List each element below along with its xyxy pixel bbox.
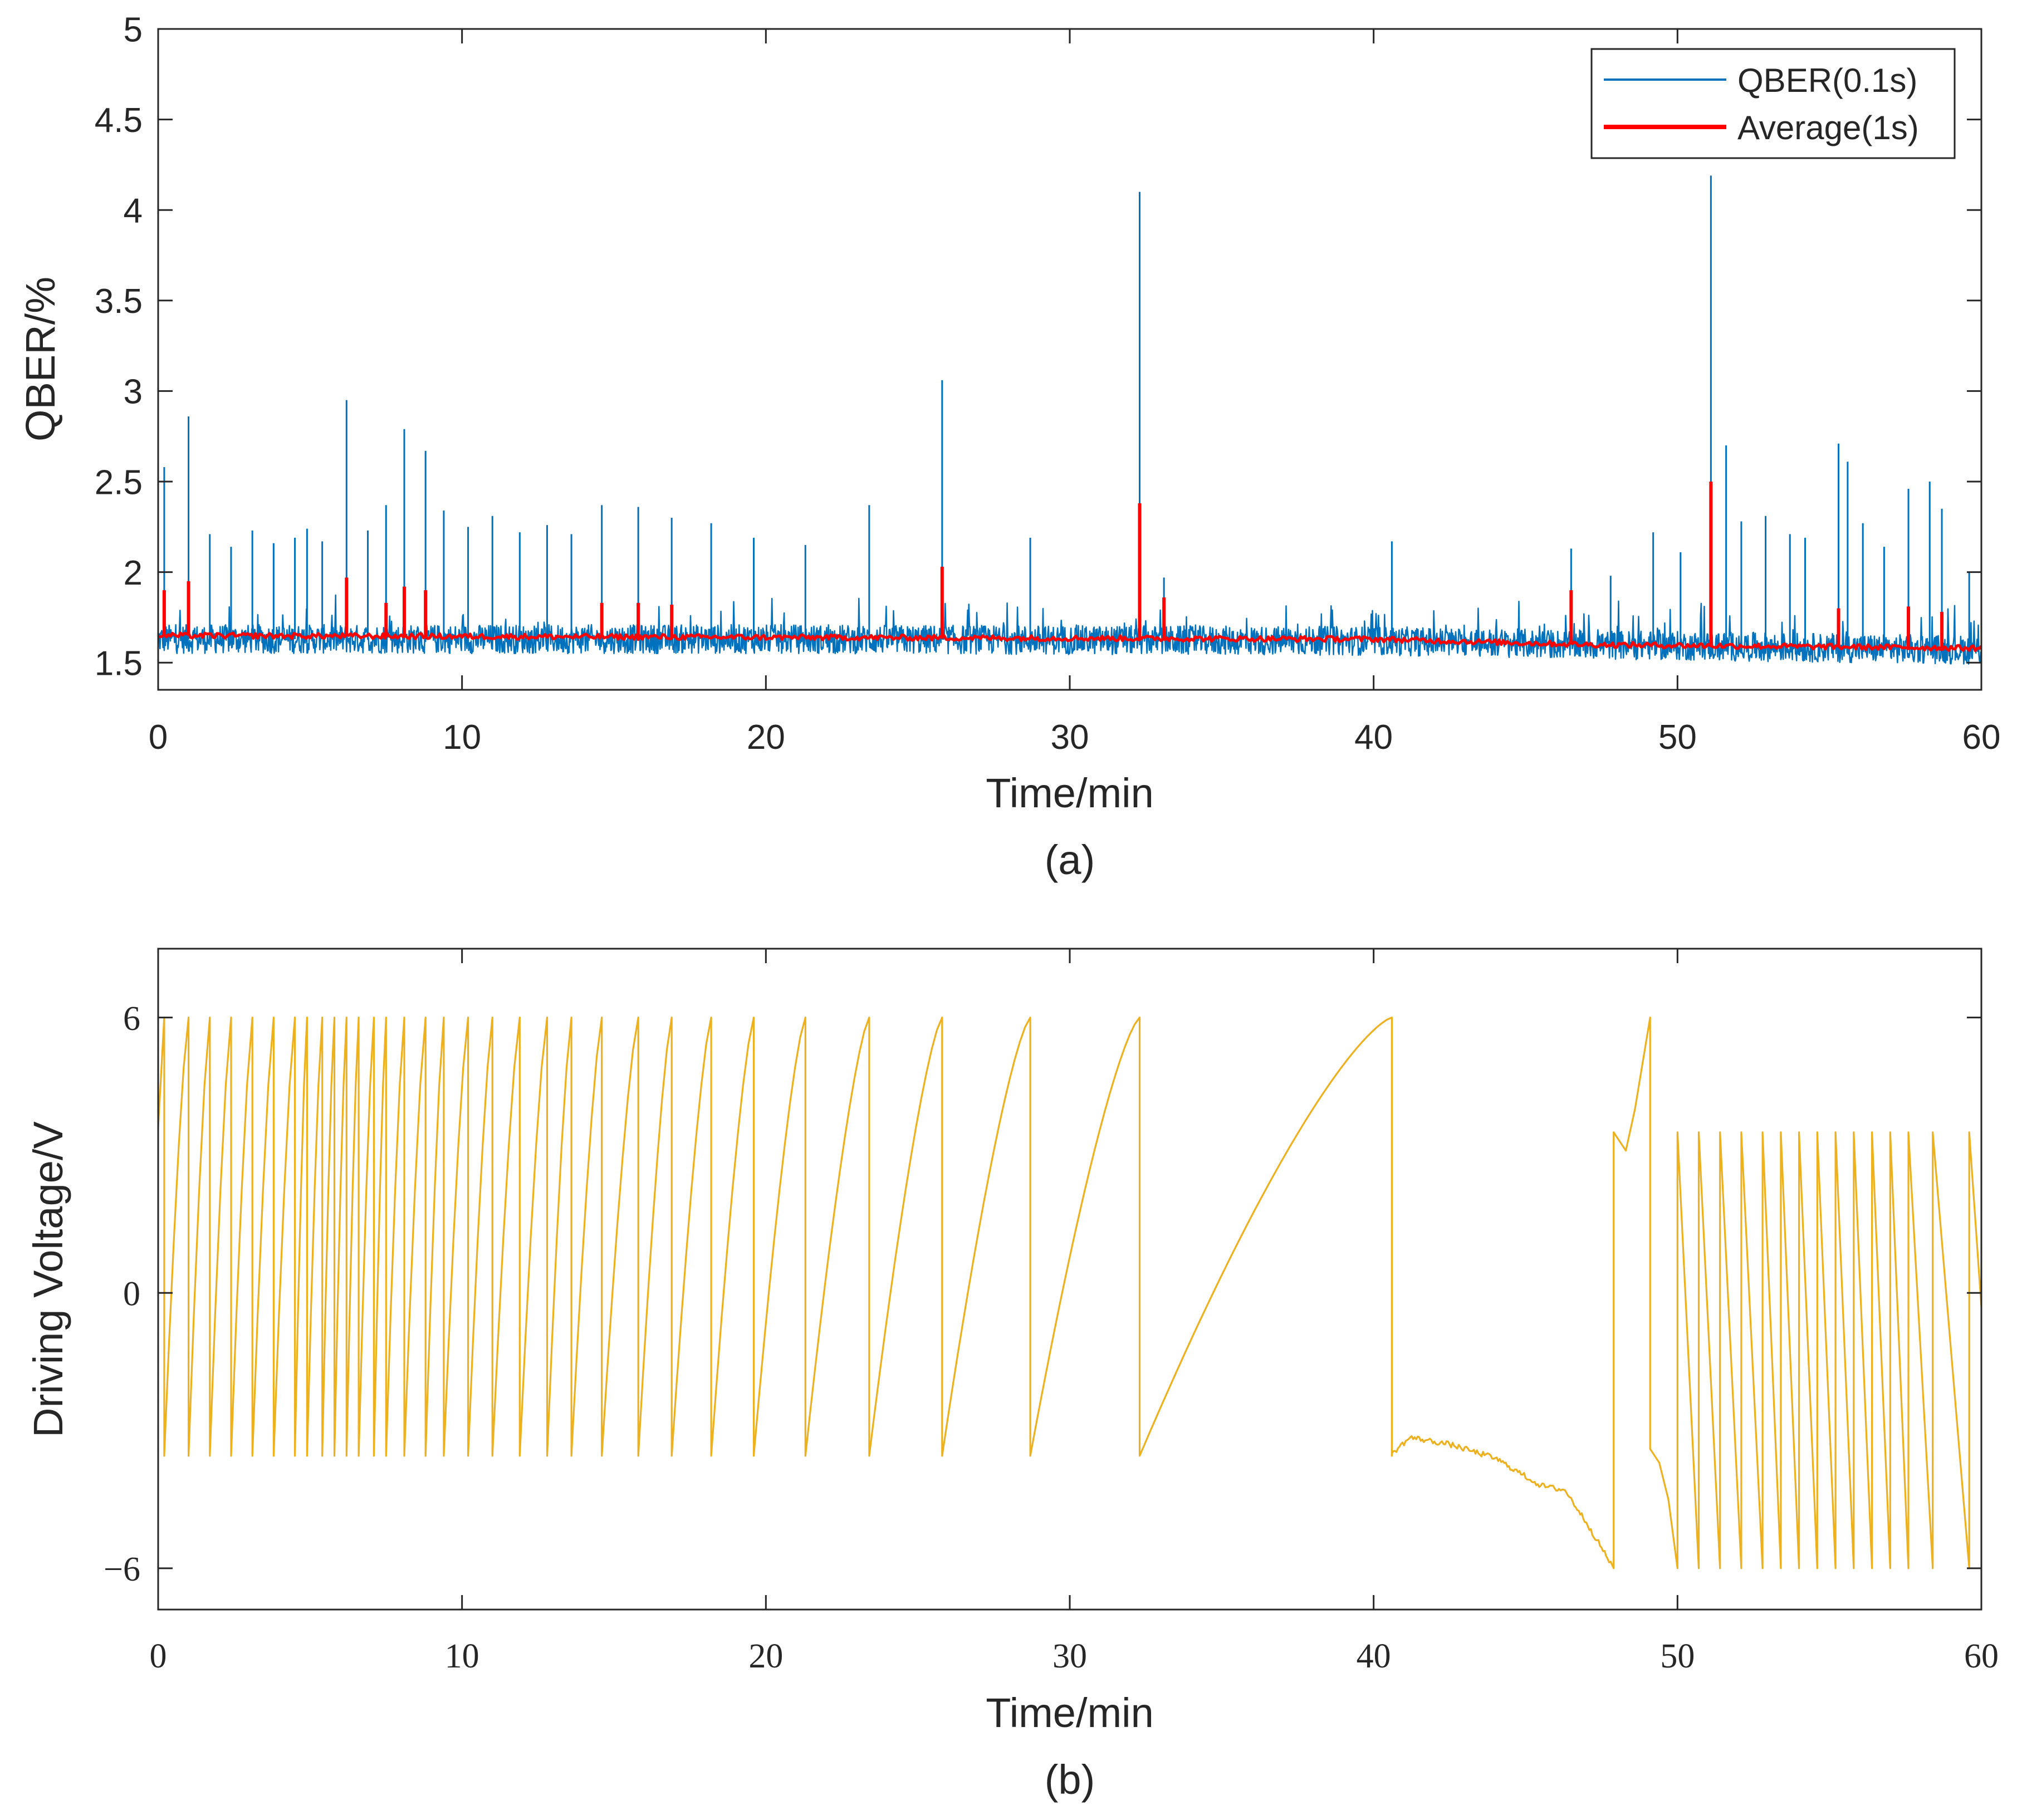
y-tick-label: 2 — [124, 554, 143, 592]
x-tick-label: 10 — [445, 1637, 479, 1675]
x-tick-label: 0 — [150, 1637, 167, 1675]
series-line-qber — [158, 594, 1981, 665]
x-tick-label: 20 — [747, 718, 785, 757]
x-tick-label: 50 — [1660, 1637, 1695, 1675]
x-tick-label: 10 — [443, 718, 481, 757]
voltage-series-group — [158, 1017, 1981, 1569]
legend-label-average: Average(1s) — [1737, 109, 1919, 146]
legend: QBER(0.1s) Average(1s) — [1590, 48, 1956, 159]
x-tick-label: 0 — [149, 718, 168, 757]
y-tick-label: 3.5 — [95, 282, 143, 321]
x-tick-label: 20 — [748, 1637, 783, 1675]
y-tick-label: 2.5 — [95, 463, 143, 502]
x-tick-label: 60 — [1962, 718, 2001, 757]
y-tick-label: 5 — [124, 11, 143, 49]
y-axis-label-a: QBER/% — [17, 277, 63, 441]
x-axis-label-b: Time/min — [986, 1690, 1154, 1736]
x-tick-label: 40 — [1357, 1637, 1391, 1675]
x-tick-label: 50 — [1658, 718, 1697, 757]
legend-label-qber: QBER(0.1s) — [1737, 62, 1917, 99]
y-tick-label: 1.5 — [95, 645, 143, 683]
y-tick-label: −6 — [104, 1551, 140, 1588]
caption-b: (b) — [1045, 1757, 1095, 1803]
y-tick-label: 6 — [123, 1000, 140, 1038]
y-tick-label: 4.5 — [95, 101, 143, 140]
ticks-b: 0 10 20 30 40 50 60 −6 0 6 — [104, 949, 1999, 1675]
legend-box — [1590, 48, 1956, 159]
y-axis-label-b: Driving Voltage/V — [25, 1121, 71, 1438]
x-axis-label-a: Time/min — [986, 770, 1154, 816]
y-tick-label: 3 — [124, 373, 143, 411]
voltage-chart: 0 10 20 30 40 50 60 −6 0 6 Time/min Driving Volta… — [25, 948, 1999, 1803]
x-tick-label: 40 — [1354, 718, 1393, 757]
y-tick-label: 0 — [123, 1276, 140, 1313]
x-tick-label: 30 — [1052, 1637, 1087, 1675]
series-line-average — [158, 631, 1981, 653]
y-tick-label: 4 — [124, 192, 143, 230]
series-line-voltage — [158, 1017, 1981, 1569]
x-tick-label: 60 — [1964, 1637, 1999, 1675]
ticks-a: 0 10 20 30 40 50 60 1.5 2 2.5 3 3.5 4 4.5 5 — [95, 11, 2001, 757]
caption-a: (a) — [1045, 837, 1095, 883]
qber-chart: 0 10 20 30 40 50 60 1.5 2 2.5 3 3.5 4 4.5 5 Time/min Q… — [17, 11, 2000, 883]
x-tick-label: 30 — [1051, 718, 1089, 757]
qber-series-group — [158, 175, 1981, 665]
